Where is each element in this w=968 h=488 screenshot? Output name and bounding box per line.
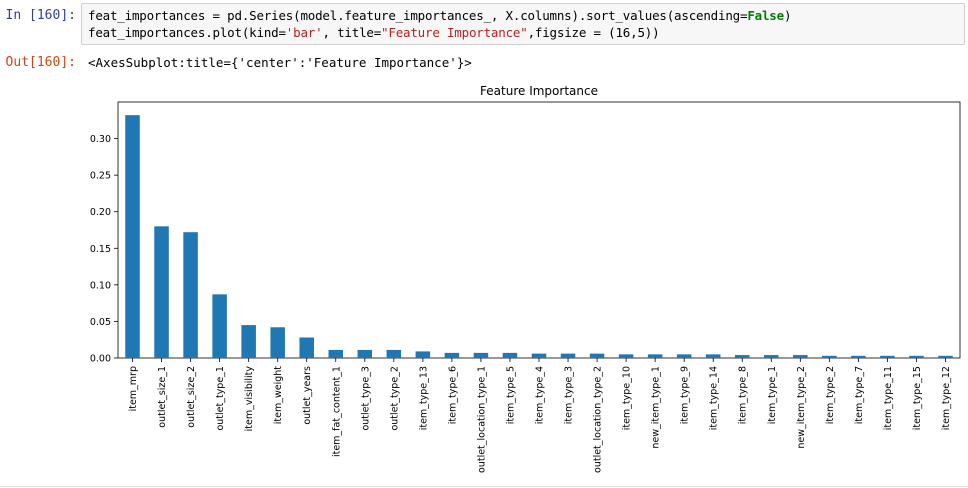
bar-item_type_3: [560, 353, 576, 358]
x-tick-label: item_type_1: [767, 366, 778, 424]
x-tick-label: outlet_type_2: [389, 366, 400, 431]
bar-item_fat_content_1: [328, 349, 344, 358]
bar-item_type_5: [502, 352, 518, 358]
x-tick-label: item_type_7: [854, 366, 865, 424]
bar-item_type_14: [705, 354, 721, 358]
bar-item_type_7: [851, 355, 866, 358]
plot-frame: [117, 101, 961, 359]
bar-item_type_15: [909, 355, 924, 358]
x-tick-label: item_type_12: [941, 366, 952, 430]
code-line-2: feat_importances.plot(kind='bar', title=…: [88, 25, 660, 40]
input-prompt: In [160]:: [5, 8, 76, 23]
x-tick-label: item_type_3: [564, 366, 575, 424]
bar-item_type_13: [415, 351, 431, 358]
x-tick-label: item_type_11: [883, 366, 894, 430]
x-tick-label: item_type_10: [622, 366, 633, 430]
x-tick-label: item_weight: [273, 366, 284, 425]
bar-outlet_size_2: [183, 232, 198, 358]
bar-item_type_2: [822, 355, 837, 358]
x-tick-label: item_type_15: [912, 366, 923, 430]
y-tick-label: 0.05: [90, 317, 111, 328]
output-text: <AxesSubplot:title={'center':'Feature Im…: [88, 55, 472, 70]
x-tick-label: outlet_size_1: [157, 366, 168, 428]
bar-outlet_location_type_2: [589, 353, 605, 358]
bar-outlet_type_1: [212, 294, 227, 358]
x-tick-label: item_type_8: [738, 366, 749, 424]
y-tick-label: 0.25: [90, 171, 111, 182]
code-line-1-end: ): [783, 8, 792, 23]
code-string-kind: 'bar': [285, 25, 323, 40]
code-line-1-text: feat_importances = pd.Series(model.featu…: [88, 8, 748, 23]
bar-outlet_years: [299, 337, 314, 358]
bar-item_type_6: [444, 352, 460, 358]
bar-item_mrp: [125, 115, 140, 358]
x-tick-label: outlet_type_1: [215, 366, 226, 431]
y-tick-label: 0.20: [90, 207, 111, 218]
bar-item_type_1: [764, 355, 779, 358]
bar-outlet_location_type_1: [473, 352, 489, 358]
bar-new_item_type_1: [647, 354, 663, 358]
code-line-2-pre: feat_importances.plot(kind=: [88, 25, 286, 40]
y-tick-label: 0.15: [90, 244, 111, 255]
x-tick-label: outlet_years: [302, 366, 313, 425]
cell-divider: [0, 486, 968, 487]
bar-outlet_type_2: [386, 349, 402, 358]
x-tick-label: item_type_6: [447, 366, 458, 424]
x-tick-label: outlet_type_3: [360, 366, 371, 431]
x-tick-label: item_mrp: [128, 366, 139, 411]
x-tick-label: new_item_type_1: [651, 366, 662, 449]
bar-item_weight: [270, 327, 285, 358]
code-keyword: False: [747, 8, 784, 23]
bar-item_type_9: [676, 354, 692, 358]
x-tick-label: outlet_size_2: [186, 366, 197, 428]
bar-outlet_size_1: [154, 226, 169, 358]
code-editor[interactable]: feat_importances = pd.Series(model.featu…: [81, 3, 965, 45]
bar-item_type_11: [880, 355, 895, 358]
y-tick-label: 0.00: [90, 354, 111, 365]
bar-outlet_type_3: [357, 349, 373, 358]
bar-item_type_12: [938, 355, 953, 358]
code-line-2-mid: , title=: [322, 25, 382, 40]
output-prompt: Out[160]:: [5, 55, 76, 70]
x-tick-label: outlet_location_type_1: [476, 366, 487, 473]
x-tick-label: item_type_14: [709, 366, 720, 430]
feature-importance-chart: Feature Importance 0.00 0.05 0.10 0.15 0.20 0.…: [90, 84, 961, 473]
x-tick-label: item_type_2: [825, 366, 836, 424]
bar-item_type_4: [531, 353, 547, 358]
bar-item_type_10: [618, 354, 634, 358]
bar-new_item_type_2: [793, 355, 808, 358]
bar-item_type_8: [734, 355, 750, 358]
x-tick-label: item_type_13: [418, 366, 429, 430]
x-tick-label: item_fat_content_1: [331, 366, 342, 457]
y-tick-label: 0.30: [90, 134, 111, 145]
x-tick-label: outlet_location_type_2: [593, 366, 604, 473]
x-tick-label: item_visibility: [244, 366, 255, 432]
x-tick-label: new_item_type_2: [796, 366, 807, 449]
x-tick-label: item_type_4: [535, 366, 546, 424]
x-tick-label: item_type_9: [680, 366, 691, 424]
code-line-1: feat_importances = pd.Series(model.featu…: [88, 8, 791, 23]
code-string-title: "Feature Importance": [381, 25, 528, 40]
chart-title: Feature Importance: [480, 84, 598, 98]
code-line-2-post: ,figsize = (16,5)): [527, 25, 660, 40]
y-tick-label: 0.10: [90, 280, 111, 291]
x-tick-label: item_type_5: [505, 366, 516, 424]
bar-item_visibility: [241, 325, 256, 358]
